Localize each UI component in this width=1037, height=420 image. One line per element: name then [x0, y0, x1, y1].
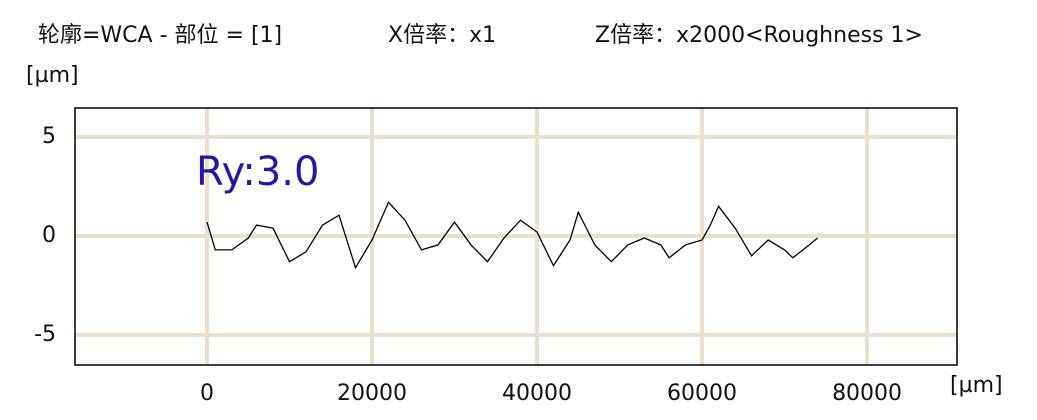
plot-frame — [74, 107, 958, 366]
y-unit: [µm] — [26, 63, 79, 88]
y-tick-label: 0 — [42, 223, 56, 248]
title-part: 轮廓=WCA - 部位 = [1] — [38, 23, 282, 48]
x-tick-label: 40000 — [502, 381, 572, 406]
x-tick-label: 0 — [200, 381, 214, 406]
x-tick-label: 80000 — [832, 381, 902, 406]
y-tick-label: 5 — [42, 124, 56, 149]
title-part: X倍率：x1 — [388, 23, 496, 48]
profile-line — [206, 201, 819, 270]
x-tick-label: 60000 — [667, 381, 737, 406]
x-unit: [µm] — [950, 373, 1003, 398]
title-part: Z倍率：x2000<Roughness 1> — [595, 23, 923, 48]
x-tick-label: 20000 — [337, 381, 407, 406]
y-tick-label: -5 — [34, 322, 56, 347]
annotation: Ry:3.0 — [196, 149, 319, 195]
